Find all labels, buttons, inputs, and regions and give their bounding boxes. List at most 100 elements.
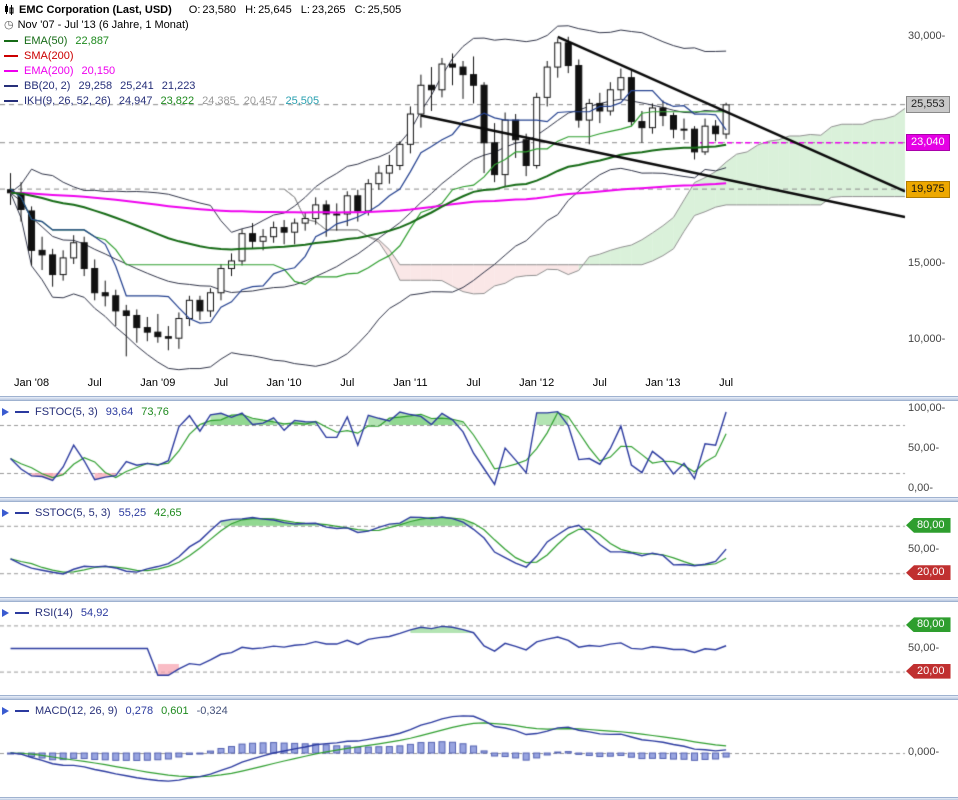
panel-label: SSTOC(5, 5, 3): [35, 506, 111, 519]
fstoc-canvas[interactable]: [0, 401, 958, 497]
axis-label-fstoc: 0,00-: [908, 482, 934, 494]
panel-value: -0,324: [196, 704, 228, 717]
legend-value: 24,385: [202, 94, 236, 107]
price-level-badge-gold: 19,975: [906, 180, 950, 198]
panel-label: RSI(14): [35, 606, 73, 619]
panel-label-sstoc: SSTOC(5, 5, 3) 55,25 42,65: [2, 505, 182, 520]
legend-label: EMA(50): [24, 34, 68, 47]
panel-separator[interactable]: [0, 797, 958, 800]
panel-value: 93,64: [105, 405, 134, 418]
chart-title: EMC Corporation (Last, USD): [19, 3, 172, 16]
legend-label: EMA(200): [24, 64, 74, 77]
axis-label-rsi: 50,00-: [908, 641, 940, 654]
legend-value: 25,241: [120, 79, 154, 92]
ohlc-key: O:: [188, 3, 201, 16]
price-tick-label: 15,000-: [908, 256, 946, 269]
panel-label-rsi: RSI(14) 54,92: [2, 605, 108, 620]
legend-label: IKH(9, 26, 52, 26): [24, 94, 111, 107]
panel-label: MACD(12, 26, 9): [35, 704, 118, 717]
price-panel: EMC Corporation (Last, USD) O: 23,580 H: 25…: [0, 0, 958, 396]
ohlc-key: C:: [354, 3, 366, 16]
axis-label-rsi: 80,00: [906, 617, 951, 633]
legend-value: 29,258: [78, 79, 113, 92]
legend-item-bb: BB(20, 2) 29,258 25,241 21,223: [4, 78, 401, 93]
price-chart-canvas[interactable]: [0, 0, 958, 396]
panel-separator[interactable]: [0, 695, 958, 700]
x-axis-label: Jul: [592, 377, 607, 389]
panel-value: 42,65: [154, 506, 182, 519]
x-axis-label: Jan '12: [519, 377, 555, 389]
panel-value: 0,601: [161, 704, 189, 717]
x-axis-label: Jul: [340, 377, 355, 389]
axis-label-rsi: 20,00: [906, 663, 951, 679]
ohlc-value: 23,265: [311, 3, 346, 16]
axis-label-sstoc: 80,00: [906, 517, 951, 533]
price-level-badge-gray: 25,553: [906, 96, 950, 114]
rsi-canvas[interactable]: [0, 602, 958, 695]
rsi-line-marker: [15, 611, 29, 614]
price-tick-label: 10,000-: [908, 332, 946, 345]
sma200-line-marker: [4, 54, 18, 57]
sstoc-line-marker: [15, 511, 29, 514]
legend-value: 23,822: [160, 94, 195, 107]
x-axis-label: Jul: [466, 377, 481, 389]
panel-separator[interactable]: [0, 396, 958, 401]
expand-arrow-icon[interactable]: [2, 407, 9, 416]
x-axis-label: Jan '10: [266, 377, 302, 389]
rsi-panel: RSI(14) 54,92 80,00 50,00- 20,00: [0, 602, 958, 695]
legend-item-ema50: EMA(50) 22,887: [4, 33, 401, 48]
ema200-line-marker: [4, 69, 18, 72]
expand-arrow-icon[interactable]: [2, 508, 9, 517]
date-range: Nov '07 - Jul '13 (6 Jahre, 1 Monat): [17, 18, 189, 31]
chart-header: EMC Corporation (Last, USD) O: 23,580 H: 25…: [4, 2, 401, 108]
legend-item-sma200: SMA(200): [4, 48, 401, 63]
legend-value: 20,150: [81, 64, 116, 77]
panel-label: FSTOC(5, 3): [35, 405, 98, 418]
x-axis-label: Jul: [87, 377, 102, 389]
panel-separator[interactable]: [0, 597, 958, 602]
ohlc-key: L:: [300, 3, 310, 16]
ohlc-value: 25,505: [367, 3, 402, 16]
expand-arrow-icon[interactable]: [2, 608, 9, 617]
macd-panel: MACD(12, 26, 9) 0,278 0,601 -0,324 0,000-: [0, 700, 958, 797]
legend-value: 22,887: [75, 34, 110, 47]
panel-value: 54,92: [80, 606, 109, 619]
axis-label-macd: 0,000-: [908, 746, 940, 759]
panel-value: 55,25: [118, 506, 147, 519]
fstoc-line-marker: [15, 410, 29, 413]
x-axis-label: Jul: [719, 377, 734, 389]
axis-label-fstoc: 100,00-: [908, 402, 946, 414]
panel-label-macd: MACD(12, 26, 9) 0,278 0,601 -0,324: [2, 703, 228, 718]
axis-label-sstoc: 50,00-: [908, 542, 940, 555]
ohlc-readout: O: 23,580 H: 25,645 L: 23,265 C: 25,505: [182, 4, 401, 16]
ohlc-value: 23,580: [202, 3, 237, 16]
ema50-line-marker: [4, 39, 18, 42]
panel-separator[interactable]: [0, 497, 958, 502]
legend-value: 20,457: [243, 94, 278, 107]
legend-value: 21,223: [161, 79, 196, 92]
price-tick-label: 30,000-: [908, 29, 946, 42]
fstoc-panel: FSTOC(5, 3) 93,64 73,76 100,00- 50,00- 0,00-: [0, 401, 958, 497]
legend-item-ikh: IKH(9, 26, 52, 26) 24,947 23,822 24,385 20,4…: [4, 93, 401, 108]
platform-logo-icon: [4, 4, 15, 15]
x-axis-label: Jan '09: [140, 377, 176, 389]
expand-arrow-icon[interactable]: [2, 706, 9, 715]
price-level-badge-magenta: 23,040: [906, 134, 950, 152]
legend-label: BB(20, 2): [24, 79, 71, 92]
sstoc-panel: SSTOC(5, 5, 3) 55,25 42,65 80,00 50,00- 20,00: [0, 502, 958, 597]
legend-item-ema200: EMA(200) 20,150: [4, 63, 401, 78]
legend-value: 25,505: [285, 94, 320, 107]
panel-value: 0,278: [125, 704, 154, 717]
sstoc-canvas[interactable]: [0, 502, 958, 597]
ikh-line-marker: [4, 99, 18, 102]
panel-value: 73,76: [141, 405, 169, 418]
ohlc-value: 25,645: [258, 3, 292, 16]
axis-label-sstoc: 20,00: [906, 565, 951, 581]
legend-label: SMA(200): [24, 49, 74, 62]
macd-canvas[interactable]: [0, 700, 958, 797]
panel-label-fstoc: FSTOC(5, 3) 93,64 73,76: [2, 404, 169, 419]
axis-label-fstoc: 50,00-: [908, 442, 940, 454]
x-axis-label: Jan '11: [393, 377, 428, 389]
clock-icon: ◷: [4, 19, 14, 31]
